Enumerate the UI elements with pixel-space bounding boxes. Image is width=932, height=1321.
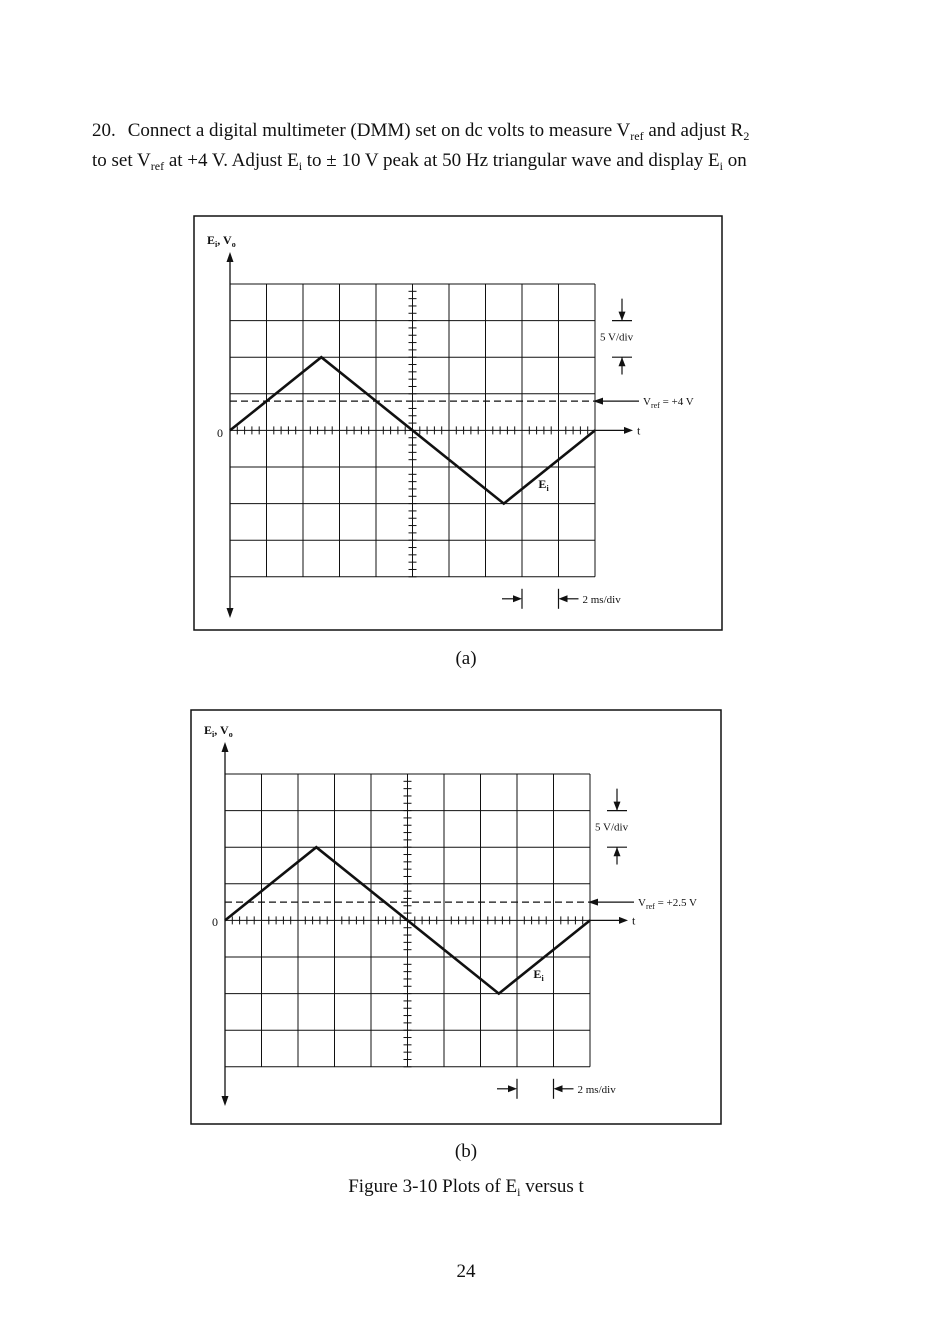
vertical-scale-label: 5 V/div	[600, 332, 634, 344]
figure-b-label: (b)	[454, 1141, 478, 1162]
y-axis-arrow-up	[221, 742, 229, 752]
paragraph-line-2: to set Vref at +4 V. Adjust Ei to ± 10 V…	[92, 150, 747, 173]
horizontal-scale-marker	[502, 588, 579, 609]
figure-a: Ei, Vo 0 t Ei 5 V/div Vref = +4 V 2 ms/d…	[193, 215, 723, 631]
time-axis-label: t	[637, 423, 641, 437]
vref-label: Vref = +2.5 V	[638, 897, 697, 911]
scale-arrow-left	[558, 595, 568, 603]
oscilloscope-plot-a: Ei, Vo 0 t Ei 5 V/div Vref = +4 V 2 ms/d…	[193, 215, 723, 631]
time-axis-arrow-head	[619, 916, 628, 924]
axis-ticks	[229, 283, 596, 578]
origin-label: 0	[212, 915, 218, 929]
scale-arrow-right	[508, 1085, 517, 1093]
step-number: 20.	[92, 120, 116, 141]
vertical-scale-marker	[612, 298, 632, 375]
time-axis-label: t	[632, 913, 636, 927]
ei-trace	[224, 845, 591, 996]
y-axis-arrow-down	[226, 608, 234, 618]
ei-trace	[229, 355, 596, 506]
scale-arrow-up	[618, 357, 626, 367]
scale-arrow-down	[613, 801, 621, 811]
y-axis-label: Ei, Vo	[207, 233, 236, 249]
vref-pointer-arrow	[588, 898, 598, 906]
scale-arrow-up	[613, 847, 621, 857]
vertical-scale-marker	[607, 788, 627, 865]
figure-a-label: (a)	[455, 648, 477, 669]
oscilloscope-plot-b: Ei, Vo 0 t Ei 5 V/div Vref = +2.5 V 2 ms…	[190, 709, 722, 1125]
figure-frame	[190, 709, 722, 1125]
horizontal-scale-label: 2 ms/div	[583, 594, 622, 606]
horizontal-scale-marker	[497, 1078, 574, 1099]
axis-ticks	[224, 773, 591, 1068]
horizontal-scale-label: 2 ms/div	[578, 1084, 617, 1096]
step-20-paragraph: 20. Connect a digital multimeter (DMM) se…	[92, 116, 852, 176]
scale-arrow-down	[618, 311, 626, 321]
y-axis-label: Ei, Vo	[204, 723, 233, 739]
scale-arrow-right	[513, 595, 522, 603]
scale-arrow-left	[553, 1085, 563, 1093]
time-axis-arrow-head	[624, 426, 633, 434]
figure-b: Ei, Vo 0 t Ei 5 V/div Vref = +2.5 V 2 ms…	[190, 709, 722, 1125]
origin-label: 0	[217, 426, 223, 440]
ei-trace-label: Ei	[538, 477, 549, 493]
y-axis-arrow-up	[226, 252, 234, 262]
figure-caption: Figure 3-10 Plots of Ei versus t	[348, 1176, 584, 1199]
vref-pointer-arrow	[593, 397, 603, 405]
ei-trace-label: Ei	[533, 967, 544, 983]
y-axis-arrow-down	[221, 1096, 229, 1106]
figure-frame	[193, 215, 723, 631]
vref-label: Vref = +4 V	[643, 396, 694, 410]
vertical-scale-label: 5 V/div	[595, 822, 629, 834]
paragraph-line-1: 20. Connect a digital multimeter (DMM) se…	[92, 120, 750, 143]
page-number: 24	[456, 1261, 476, 1282]
